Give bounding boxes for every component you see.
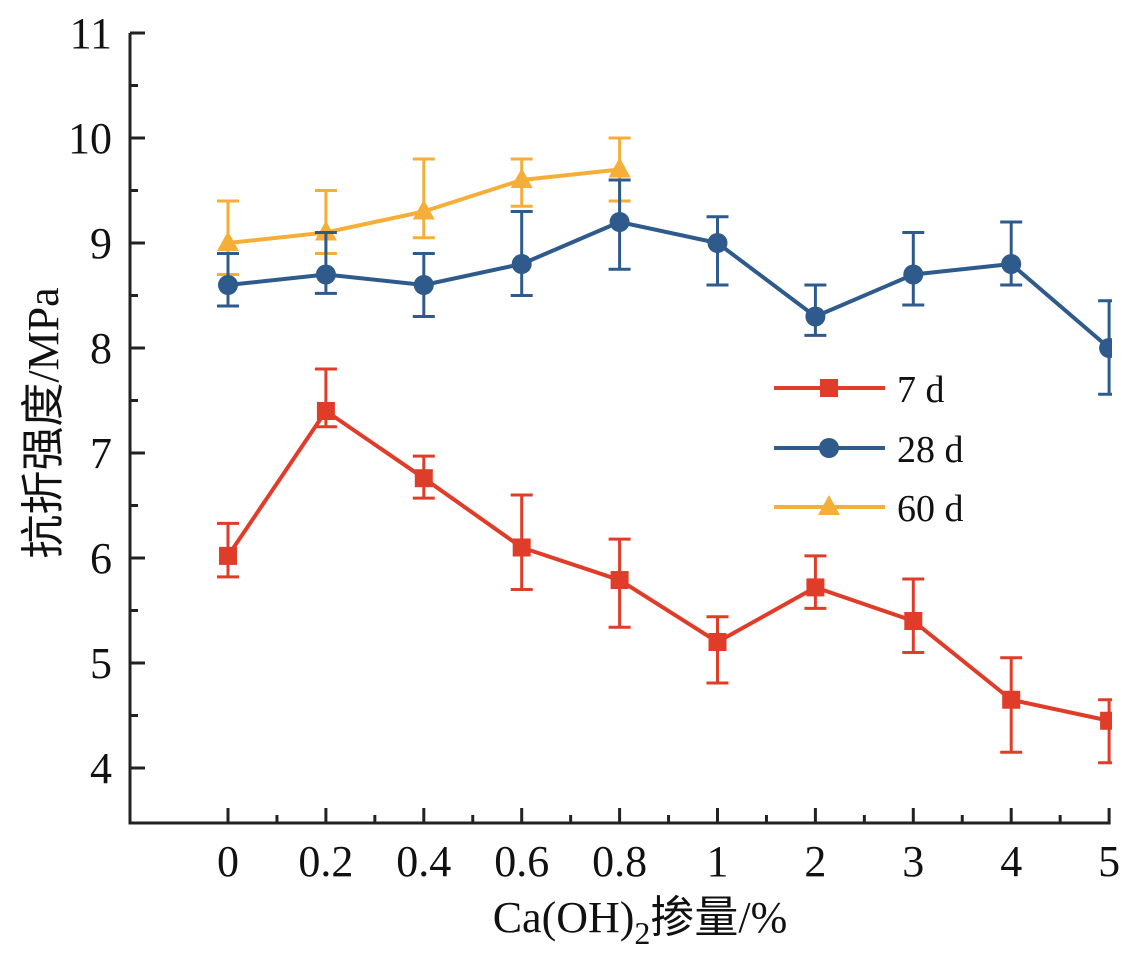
x-axis-title-main: Ca(OH) xyxy=(493,893,635,942)
legend-item: 7 d xyxy=(774,369,945,411)
series-line xyxy=(226,409,1110,723)
legend-label: 7 d xyxy=(897,369,945,411)
series-28d xyxy=(217,178,1112,396)
data-point xyxy=(512,538,531,557)
data-point xyxy=(708,633,727,651)
legend-marker xyxy=(820,379,838,397)
data-point xyxy=(413,275,434,295)
data-point xyxy=(314,220,337,241)
x-axis-title: Ca(OH)2掺量/% xyxy=(493,893,788,951)
x-tick-label: 0 xyxy=(217,837,239,886)
y-axis-title: 抗折强度/MPa xyxy=(19,287,68,558)
axes: 4 5 6 7 8 9 10 11 0 0.2 0.4 0.6 0.8 1 2 3 4 5 xyxy=(68,9,1120,886)
x-tick-label: 2 xyxy=(804,837,826,886)
data-point xyxy=(805,306,826,327)
series-line xyxy=(227,220,1111,350)
data-point xyxy=(414,469,433,488)
data-point xyxy=(1001,254,1022,274)
data-point xyxy=(608,157,631,178)
data-point xyxy=(316,402,335,420)
data-point xyxy=(1002,690,1021,709)
x-ticks: 0 0.2 0.4 0.6 0.8 1 2 3 4 5 xyxy=(217,808,1120,886)
x-axis-title-rest: 掺量/% xyxy=(650,893,787,942)
data-point xyxy=(806,578,825,597)
y-tick-label: 9 xyxy=(90,219,112,268)
data-point xyxy=(219,546,237,565)
legend-item: 60 d xyxy=(774,488,964,530)
series-7d xyxy=(217,367,1112,765)
legend-item: 28 d xyxy=(774,429,964,471)
x-tick-label: 0.6 xyxy=(494,837,549,886)
data-point xyxy=(315,264,336,285)
x-tick-label: 5 xyxy=(1098,837,1120,886)
data-point xyxy=(217,231,239,251)
series-60d xyxy=(217,136,631,276)
y-tick-label: 7 xyxy=(90,429,112,478)
legend-label: 28 d xyxy=(897,429,964,471)
y-tick-label: 4 xyxy=(90,744,112,793)
error-bar xyxy=(1098,698,1112,765)
data-point xyxy=(903,264,924,285)
legend-label: 60 d xyxy=(897,488,964,530)
x-tick-label: 0.4 xyxy=(396,837,451,886)
error-bar xyxy=(412,157,435,240)
legend-marker xyxy=(818,495,840,515)
data-point xyxy=(511,254,532,274)
data-point xyxy=(510,168,533,188)
legend: 7 d 28 d 60 d xyxy=(774,369,964,530)
data-point xyxy=(412,199,435,220)
data-point xyxy=(218,275,238,295)
x-tick-label: 1 xyxy=(707,837,729,886)
x-tick-label: 0.2 xyxy=(298,837,353,886)
x-tick-label: 4 xyxy=(1000,837,1022,886)
data-point xyxy=(1099,338,1112,358)
data-point xyxy=(1100,711,1112,730)
legend-marker xyxy=(819,438,839,458)
error-bar xyxy=(1000,220,1023,287)
y-tick-label: 11 xyxy=(70,9,112,58)
y-tick-label: 8 xyxy=(90,324,112,373)
data-point xyxy=(610,571,629,590)
x-tick-label: 0.8 xyxy=(592,837,647,886)
y-tick-label: 6 xyxy=(90,534,112,583)
data-point xyxy=(609,212,630,232)
x-tick-label: 3 xyxy=(902,837,924,886)
x-axis-title-subscript: 2 xyxy=(634,915,650,951)
y-tick-label: 5 xyxy=(90,639,112,688)
data-point xyxy=(707,233,728,253)
series-layer xyxy=(217,136,1112,765)
data-point xyxy=(904,612,923,630)
y-ticks: 4 5 6 7 8 9 10 11 xyxy=(68,9,145,793)
y-tick-label: 10 xyxy=(68,114,112,163)
error-bar xyxy=(510,210,533,297)
